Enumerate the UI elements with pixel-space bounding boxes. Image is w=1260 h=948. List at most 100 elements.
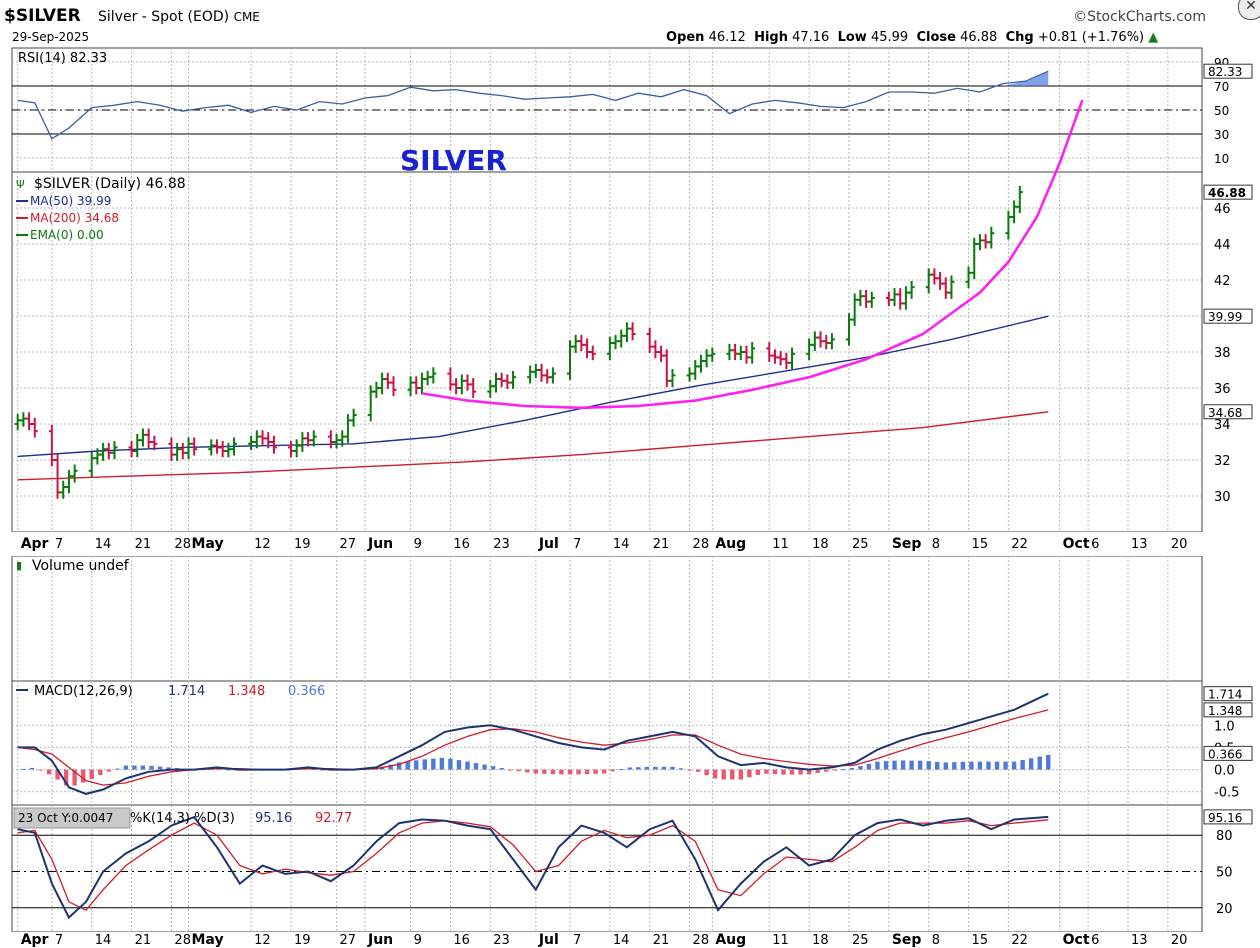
macd-hist-bar xyxy=(46,769,52,775)
x-tick-label: 21 xyxy=(653,933,670,948)
x-tick-label: 8 xyxy=(932,537,940,552)
stoch-tick-label: 20 xyxy=(1216,902,1233,917)
price-bar xyxy=(692,360,699,380)
macd-hist-bar xyxy=(875,761,880,770)
price-bar xyxy=(259,430,266,445)
macd-hist-bar xyxy=(157,766,163,770)
price-bar xyxy=(697,354,704,373)
rsi-last-value-box xyxy=(1203,63,1253,79)
panel-macd xyxy=(11,680,1203,806)
price-bar xyxy=(908,280,915,299)
stoch-tick-label: 50 xyxy=(1216,866,1233,881)
price-tick-label: 42 xyxy=(1214,274,1231,289)
macd-legend-hist: 0.366 xyxy=(288,684,325,699)
macd-hist-bar xyxy=(917,760,923,770)
x-tick-label: 19 xyxy=(294,933,311,948)
macd-hist-bar xyxy=(115,768,120,770)
close-icon[interactable]: ✕ xyxy=(1238,0,1260,20)
price-bar xyxy=(100,442,107,461)
price-bar xyxy=(418,372,425,395)
stoch-k-last-value: 95.16 xyxy=(1208,811,1242,825)
price-bar xyxy=(384,372,391,389)
stoch-d-line xyxy=(17,819,1049,912)
x-tick-label: Sep xyxy=(892,932,922,948)
price-bar xyxy=(327,430,334,449)
price-bar xyxy=(128,441,135,458)
macd-hist-bar xyxy=(806,769,812,775)
price-bar xyxy=(549,367,556,384)
x-tick-label: 13 xyxy=(1131,933,1148,948)
x-tick-label: 7 xyxy=(573,537,581,552)
macd-hist-bar xyxy=(542,769,547,774)
price-bar xyxy=(663,349,670,388)
macd-hist-bar xyxy=(670,766,675,770)
macd-hist-bar xyxy=(72,769,77,786)
macd-hist-bar xyxy=(414,760,419,770)
price-bar xyxy=(231,437,238,456)
macd-hist-bar xyxy=(841,769,846,771)
price-bar xyxy=(766,342,773,362)
price-bar xyxy=(811,331,818,352)
price-bar xyxy=(310,430,317,447)
x-tick-label: 11 xyxy=(772,537,789,552)
x-tick-label: 18 xyxy=(812,537,829,552)
x-tick-label: 27 xyxy=(340,933,357,948)
parabolic-arc xyxy=(421,99,1084,410)
price-bar xyxy=(299,432,306,452)
ma50-last-value-box xyxy=(1203,308,1253,324)
macd-hist-bar xyxy=(311,768,316,770)
price-bar xyxy=(851,293,858,326)
price-bar xyxy=(931,268,938,285)
macd-hist-bar xyxy=(849,767,855,770)
macd-hist-bar xyxy=(431,758,436,770)
price-bar xyxy=(646,327,653,353)
volume-icon: ▮ xyxy=(16,559,22,572)
price-bar xyxy=(14,414,21,431)
price-legend-item: MA(50) 39.99 xyxy=(30,194,111,208)
macd-hist-bar xyxy=(1011,761,1017,770)
macd-hist-bar xyxy=(695,769,701,772)
price-bar xyxy=(532,363,539,379)
price-bar xyxy=(885,291,892,307)
x-tick-label: 23 xyxy=(493,537,510,552)
price-bar xyxy=(817,331,824,348)
signal-last-value-box xyxy=(1203,702,1253,718)
price-bar xyxy=(26,412,33,431)
x-tick-label: 16 xyxy=(453,933,470,948)
macd-legend-macd: 1.714 xyxy=(168,684,205,699)
price-bar xyxy=(498,372,505,388)
macd-hist-bar xyxy=(320,769,325,771)
macd-hist-bar xyxy=(567,769,573,775)
price-bar xyxy=(743,345,750,364)
price-bar xyxy=(937,271,944,290)
price-bar xyxy=(606,336,613,361)
macd-line xyxy=(17,692,1049,795)
x-axis-strip-top xyxy=(0,532,1260,556)
macd-hist-bar xyxy=(644,766,650,770)
price-bar xyxy=(669,369,676,388)
price-bar xyxy=(868,291,875,308)
macd-hist-bar xyxy=(935,761,940,770)
macd-hist-bar xyxy=(149,765,154,770)
macd-hist-bar xyxy=(1020,759,1025,770)
macd-hist-bar xyxy=(704,769,709,776)
macd-hist-bar xyxy=(952,762,957,770)
price-bar xyxy=(982,234,989,249)
macd-hist-bar xyxy=(525,769,530,773)
x-tick-label: 11 xyxy=(772,933,789,948)
price-bar xyxy=(789,347,796,370)
price-bar xyxy=(623,322,630,343)
macd-hist-bar xyxy=(29,767,35,770)
price-bar xyxy=(265,432,272,449)
rsi-overbought-fill xyxy=(1002,71,1049,86)
price-bar xyxy=(464,374,471,391)
price-bar xyxy=(367,385,374,422)
price-bar xyxy=(749,342,756,364)
macd-hist-bar xyxy=(738,769,744,780)
macd-hist-bar xyxy=(730,769,735,780)
chart-date: 29-Sep-2025 xyxy=(12,30,90,44)
macd-hist-bar xyxy=(132,765,137,770)
x-tick-label: 12 xyxy=(254,933,271,948)
